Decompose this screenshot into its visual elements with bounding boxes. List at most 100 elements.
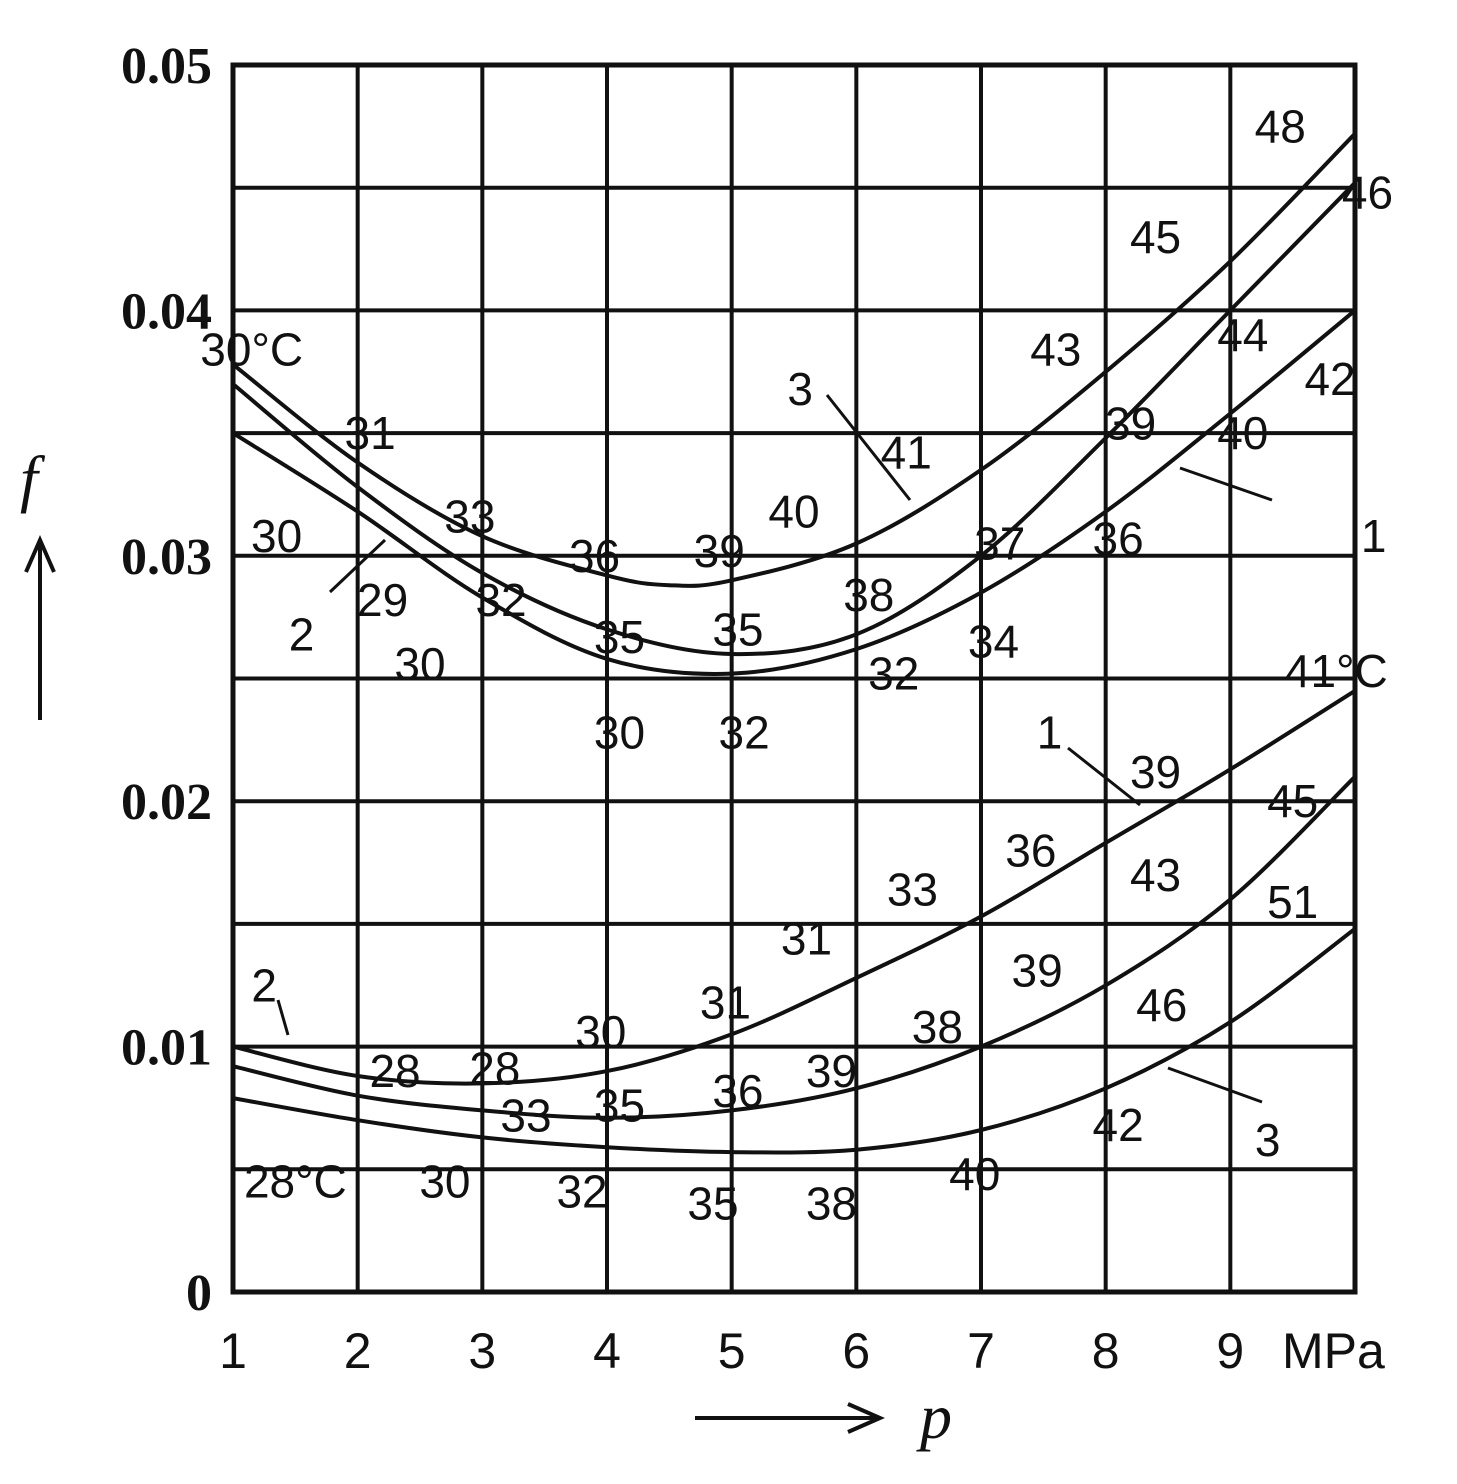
temperature-annotation: 35 bbox=[594, 611, 645, 663]
y-axis-label: f bbox=[20, 443, 46, 514]
curve-lower-1 bbox=[232, 689, 1357, 1086]
x-tick-label: 1 bbox=[219, 1323, 247, 1379]
temperature-annotation: 3 bbox=[1255, 1114, 1281, 1166]
temperature-annotation: 41 bbox=[881, 427, 932, 479]
leader-line bbox=[276, 999, 290, 1036]
temperature-annotation: 40 bbox=[1217, 407, 1268, 459]
temperature-annotation: 39 bbox=[1012, 945, 1063, 997]
temperature-annotation: 35 bbox=[712, 603, 763, 655]
curve-lower-3 bbox=[232, 927, 1357, 1155]
temperature-annotation: 44 bbox=[1217, 309, 1268, 361]
temperature-annotation: 32 bbox=[719, 706, 770, 758]
y-tick-label: 0 bbox=[186, 1265, 212, 1322]
temperature-annotation: 39 bbox=[1105, 397, 1156, 449]
x-unit-label: MPa bbox=[1282, 1323, 1385, 1379]
temperature-annotation: 42 bbox=[1304, 353, 1355, 405]
leader-line bbox=[328, 538, 387, 594]
temperature-annotation: 2 bbox=[251, 959, 277, 1011]
curve-lower-2 bbox=[232, 775, 1357, 1120]
temperature-annotation: 32 bbox=[475, 574, 526, 626]
temperature-annotation: 33 bbox=[887, 864, 938, 916]
temperature-annotation: 40 bbox=[768, 486, 819, 538]
curves bbox=[231, 132, 1357, 1155]
curve-upper-1 bbox=[231, 308, 1357, 676]
temperature-annotation: 36 bbox=[569, 530, 620, 582]
temperature-annotation: 29 bbox=[357, 574, 408, 626]
temperature-annotation: 36 bbox=[1093, 513, 1144, 565]
x-tick-label: 3 bbox=[468, 1323, 496, 1379]
plot-frame bbox=[230, 62, 1358, 1295]
x-tick-label: 2 bbox=[344, 1323, 372, 1379]
temperature-annotation: 38 bbox=[806, 1178, 857, 1230]
x-tick-label: 8 bbox=[1092, 1323, 1120, 1379]
temperature-annotation: 30 bbox=[394, 638, 445, 690]
temperature-annotation: 43 bbox=[1030, 324, 1081, 376]
temperature-annotation: 46 bbox=[1136, 979, 1187, 1031]
x-axis-label: p bbox=[916, 1381, 952, 1452]
temperature-annotation: 43 bbox=[1130, 849, 1181, 901]
temperature-annotation: 48 bbox=[1255, 100, 1306, 152]
temperature-annotation: 30°C bbox=[200, 324, 303, 376]
temperature-annotation: 30 bbox=[251, 510, 302, 562]
temperature-annotation: 51 bbox=[1267, 876, 1318, 928]
y-axis-arrow bbox=[24, 535, 56, 720]
temperature-annotation: 28°C bbox=[244, 1156, 347, 1208]
temperature-annotation: 40 bbox=[949, 1148, 1000, 1200]
temperature-annotation: 35 bbox=[594, 1079, 645, 1131]
temperature-annotation: 31 bbox=[781, 913, 832, 965]
temperature-annotation: 42 bbox=[1093, 1099, 1144, 1151]
temperature-annotation: 28 bbox=[469, 1043, 520, 1095]
leader-lines bbox=[276, 394, 1273, 1104]
temperature-annotation: 41°C bbox=[1285, 645, 1388, 697]
temperature-annotation: 38 bbox=[912, 1001, 963, 1053]
y-tick-label: 0.04 bbox=[121, 283, 212, 340]
y-tick-labels: 0 0.01 0.02 0.03 0.04 0.05 bbox=[121, 38, 212, 1322]
temperature-annotation: 38 bbox=[843, 569, 894, 621]
temperature-annotation: 39 bbox=[1130, 746, 1181, 798]
y-tick-label: 0.05 bbox=[121, 38, 212, 95]
x-tick-label: 6 bbox=[842, 1323, 870, 1379]
temperature-annotation: 2 bbox=[289, 608, 315, 660]
temperature-annotation: 39 bbox=[806, 1045, 857, 1097]
temperature-annotation: 31 bbox=[345, 407, 396, 459]
temperature-annotation: 33 bbox=[444, 491, 495, 543]
temperature-annotation: 32 bbox=[868, 648, 919, 700]
leader-line bbox=[1167, 1066, 1263, 1104]
temperature-annotation: 1 bbox=[1037, 706, 1063, 758]
temperature-annotation: 30 bbox=[419, 1156, 470, 1208]
temperature-annotation: 3 bbox=[787, 363, 813, 415]
temperature-annotation: 39 bbox=[694, 525, 745, 577]
y-tick-label: 0.01 bbox=[121, 1020, 212, 1077]
x-axis-arrow bbox=[695, 1402, 885, 1434]
temperature-annotation: 46 bbox=[1342, 167, 1393, 219]
temperature-annotation: 28 bbox=[369, 1045, 420, 1097]
temperature-annotation: 30 bbox=[594, 706, 645, 758]
grid bbox=[230, 62, 1358, 1295]
x-tick-label: 4 bbox=[593, 1323, 621, 1379]
leader-line bbox=[1067, 746, 1141, 807]
x-tick-label: 5 bbox=[718, 1323, 746, 1379]
temperature-annotation: 45 bbox=[1267, 775, 1318, 827]
leader-line bbox=[825, 394, 912, 501]
leader-line bbox=[1179, 466, 1273, 502]
temperature-annotation: 36 bbox=[1005, 824, 1056, 876]
y-tick-label: 0.03 bbox=[121, 529, 212, 586]
temperature-annotation: 45 bbox=[1130, 211, 1181, 263]
curve-upper-3 bbox=[231, 132, 1357, 588]
temperature-annotation: 37 bbox=[974, 518, 1025, 570]
temperature-annotation: 33 bbox=[500, 1089, 551, 1141]
temperature-annotation: 30 bbox=[575, 1006, 626, 1058]
x-tick-labels: 1 2 3 4 5 6 7 8 9 bbox=[219, 1323, 1244, 1379]
temperature-annotation: 35 bbox=[687, 1178, 738, 1230]
temperature-annotation: 32 bbox=[556, 1165, 607, 1217]
x-tick-label: 7 bbox=[967, 1323, 995, 1379]
curve-upper-2 bbox=[231, 181, 1357, 657]
y-tick-label: 0.02 bbox=[121, 774, 212, 831]
temperature-annotation: 34 bbox=[968, 616, 1019, 668]
temperature-annotation: 1 bbox=[1361, 510, 1387, 562]
temperature-annotation: 31 bbox=[700, 976, 751, 1028]
x-tick-label: 9 bbox=[1216, 1323, 1244, 1379]
temperature-annotation: 36 bbox=[712, 1065, 763, 1117]
